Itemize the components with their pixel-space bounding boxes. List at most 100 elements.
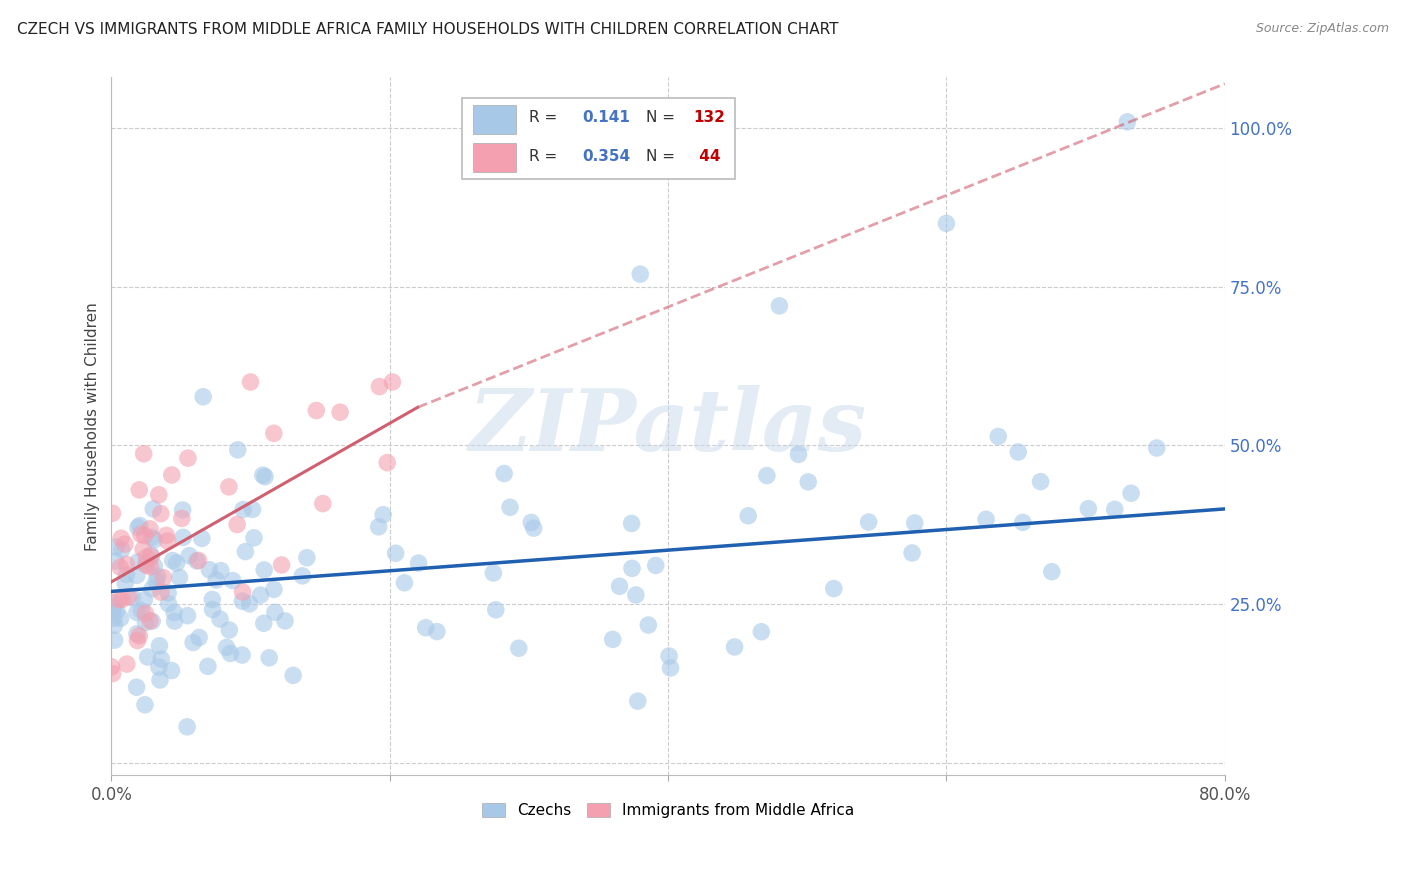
Point [163,606,186,620]
Point [111,592,134,607]
Point [103,611,125,625]
Point [149,507,172,521]
Point [329,405,352,419]
Point [1146,441,1168,455]
Point [135,558,157,573]
Point [131,604,153,618]
Point [141,614,163,628]
Point [101,666,124,681]
Point [101,506,124,520]
Point [644,558,666,573]
Text: N =: N = [645,149,679,163]
Point [252,468,274,483]
Point [624,588,647,602]
Point [105,540,128,554]
Point [201,602,224,616]
Point [139,522,162,536]
Point [658,648,681,663]
Point [415,621,437,635]
Point [219,647,242,661]
Point [176,608,198,623]
Point [105,603,128,617]
Point [149,673,172,687]
Text: R =: R = [529,149,562,163]
Point [257,650,280,665]
Point [142,502,165,516]
Point [371,508,394,522]
Point [134,529,156,543]
Point [114,537,136,551]
Point [408,556,430,570]
Point [139,559,162,574]
Point [125,627,148,641]
Point [136,650,159,665]
Point [659,661,682,675]
Point [242,502,264,516]
Point [901,546,924,560]
Text: 44: 44 [693,149,720,163]
Point [156,534,179,549]
Point [197,659,219,673]
Point [134,593,156,607]
Point [208,612,231,626]
Text: N =: N = [645,110,679,125]
Point [160,664,183,678]
Point [139,614,162,628]
Point [127,520,149,534]
Text: 0.141: 0.141 [582,110,630,125]
Point [143,559,166,574]
Point [125,606,148,620]
Point [177,451,200,466]
Point [602,632,624,647]
Point [129,527,152,541]
Point [152,571,174,585]
Point [215,640,238,655]
Point [115,558,138,572]
Text: R =: R = [529,110,567,125]
Point [797,475,820,489]
Point [145,574,167,589]
Point [508,641,530,656]
Y-axis label: Family Households with Children: Family Households with Children [86,302,100,550]
FancyBboxPatch shape [474,105,516,135]
Point [231,648,253,662]
Point [628,267,651,281]
Text: CZECH VS IMMIGRANTS FROM MIDDLE AFRICA FAMILY HOUSEHOLDS WITH CHILDREN CORRELATI: CZECH VS IMMIGRANTS FROM MIDDLE AFRICA F… [17,22,838,37]
Point [367,520,389,534]
Point [239,597,262,611]
Point [148,488,170,502]
Point [384,546,406,560]
Point [254,469,277,483]
Point [162,553,184,567]
Point [128,629,150,643]
Point [148,639,170,653]
Point [751,624,773,639]
Point [125,680,148,694]
Point [155,528,177,542]
Point [239,375,262,389]
Point [143,533,166,547]
Point [146,569,169,583]
Point [134,698,156,712]
Point [127,633,149,648]
Point [249,588,271,602]
Point [103,618,125,632]
Point [181,635,204,649]
Point [270,558,292,572]
Point [381,375,404,389]
Point [166,556,188,570]
Point [188,631,211,645]
Point [609,579,631,593]
Point [253,563,276,577]
Point [494,467,516,481]
Point [104,554,127,568]
Point [737,508,759,523]
Point [987,429,1010,443]
Point [768,299,790,313]
Point [125,568,148,582]
Point [186,554,208,568]
Point [135,550,157,565]
Point [110,531,132,545]
Point [134,615,156,630]
Point [755,468,778,483]
